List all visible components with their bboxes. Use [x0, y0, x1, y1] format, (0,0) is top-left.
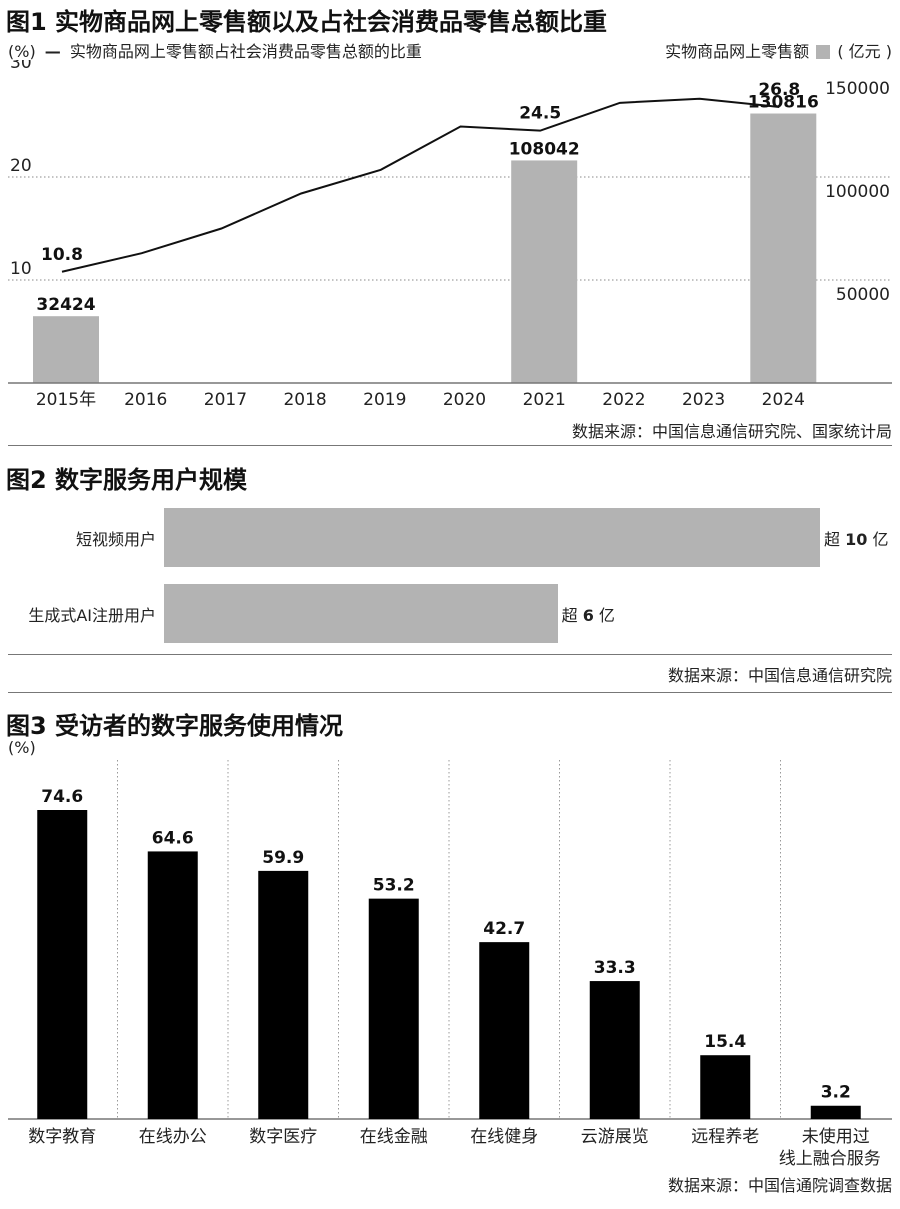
bar-value-label: 42.7	[483, 919, 525, 939]
x-tick-label: 2018	[283, 390, 326, 410]
bar-2	[258, 870, 309, 1119]
bar-5	[589, 981, 640, 1119]
chart3-title: 图3 受访者的数字服务使用情况	[6, 712, 344, 740]
chart1-bar-legend: 实物商品网上零售额 ( 亿元 )	[665, 38, 892, 62]
hbar-value-number: 10	[845, 530, 868, 549]
bar-value-label: 32424	[36, 295, 95, 315]
chart1-bars	[33, 113, 817, 383]
x-tick-label: 2022	[602, 390, 645, 410]
chart3-bars	[37, 810, 861, 1119]
bar-value-label: 130816	[748, 93, 819, 113]
x-tick-label: 2015年	[36, 390, 96, 410]
y-left-tick-label: 20	[10, 156, 32, 176]
x-tick-label: 2023	[682, 390, 725, 410]
hbar-0	[164, 508, 820, 567]
x-tick-label: 2020	[443, 390, 486, 410]
chart3-labels: 74.6 数字教育 64.6 在线办公 59.9 数字医疗 53.2 在线金融 42.7 在线健身…	[28, 787, 881, 1169]
chart3-grid	[8, 760, 892, 1120]
chart1-labels: 10 20 30 50000 100000 150000 32424 108042 130816…	[10, 60, 890, 315]
y-right-tick-label: 150000	[825, 79, 890, 99]
x-tick-label: 远程养老	[691, 1127, 759, 1147]
bar-value-label: 53.2	[373, 876, 415, 896]
chart3-svg: 74.6 数字教育 64.6 在线办公 59.9 数字医疗 53.2 在线金融 42.7 在线健身…	[8, 760, 892, 1169]
hbar-category-label: 短视频用户	[75, 530, 156, 549]
line-value-label: 26.8	[758, 80, 800, 100]
hbar-value-suffix: 亿	[593, 606, 615, 625]
x-tick-label: 在线办公	[139, 1127, 207, 1147]
hbar-value-number: 6	[582, 606, 594, 625]
bar-legend-swatch	[816, 45, 831, 59]
chart3-source: 数据来源：中国信通院调查数据	[667, 1176, 892, 1195]
chart3-unit: (%)	[8, 738, 36, 757]
hbar-value-prefix: 超	[824, 530, 846, 549]
x-tick-label: 2019	[363, 390, 406, 410]
bar-value-label: 64.6	[152, 828, 194, 848]
line-value-label: 10.8	[41, 245, 83, 265]
x-tick-label: 2024	[762, 390, 805, 410]
chart2-source: 数据来源：中国信息通信研究院	[667, 666, 892, 685]
y-left-tick-label: 10	[10, 259, 32, 279]
bar-3	[368, 898, 419, 1119]
bar-4	[479, 942, 530, 1119]
x-tick-label: 数字医疗	[249, 1127, 317, 1147]
right-unit-label: ( 亿元 )	[837, 42, 892, 61]
bar-2021	[511, 160, 578, 383]
bar-7	[810, 1105, 861, 1119]
bar-legend-label: 实物商品网上零售额	[665, 42, 810, 61]
chart1-left-unit: (%) — 实物商品网上零售额占社会消费品零售总额的比重	[8, 38, 422, 62]
line-legend-symbol: —	[44, 42, 61, 61]
chart1-grid	[8, 176, 892, 281]
hbar-category-label: 生成式AI注册用户	[28, 606, 156, 625]
left-unit-label: (%)	[8, 42, 36, 61]
bar-value-label: 59.9	[262, 848, 304, 868]
hbar-value-prefix: 超	[561, 606, 583, 625]
x-tick-label: 在线健身	[470, 1127, 538, 1147]
hbar-value-label: 超 6 亿	[562, 602, 615, 626]
x-tick-label: 在线金融	[360, 1127, 428, 1147]
separator-1	[8, 445, 892, 446]
x-tick-label: 线上融合服务	[779, 1149, 881, 1169]
hbar-value-suffix: 亿	[867, 530, 889, 549]
x-tick-label: 数字教育	[28, 1127, 96, 1147]
x-tick-label: 2017	[204, 390, 247, 410]
y-left-tick-label: 30	[10, 60, 32, 73]
bar-6	[700, 1055, 751, 1119]
x-tick-label: 未使用过	[802, 1126, 870, 1147]
chart2-title: 图2 数字服务用户规模	[6, 466, 248, 494]
bar-2024	[750, 113, 817, 383]
share-line	[61, 97, 780, 273]
separator-2	[8, 654, 892, 655]
y-right-tick-label: 50000	[836, 285, 890, 305]
x-tick-label: 2021	[523, 390, 566, 410]
line-value-label: 24.5	[519, 104, 561, 124]
bar-value-label: 15.4	[704, 1032, 746, 1052]
y-right-tick-label: 100000	[825, 182, 890, 202]
bar-1	[147, 851, 198, 1119]
hbar-value-label: 超 10 亿	[824, 526, 888, 550]
line-legend-label: 实物商品网上零售额占社会消费品零售总额的比重	[69, 42, 422, 61]
chart1-svg: 10 20 30 50000 100000 150000 32424 108042 130816…	[8, 60, 892, 410]
bar-2015年	[33, 316, 99, 383]
hbar-1	[164, 584, 558, 643]
x-tick-label: 2016	[124, 390, 167, 410]
bar-value-label: 33.3	[594, 958, 636, 978]
bar-value-label: 108042	[509, 139, 580, 159]
chart1-source: 数据来源：中国信息通信研究院、国家统计局	[571, 422, 892, 441]
bar-value-label: 3.2	[821, 1083, 851, 1103]
bar-value-label: 74.6	[41, 787, 83, 807]
chart1-line	[61, 97, 780, 273]
bar-0	[37, 810, 88, 1119]
chart1-axis: 2015年 2016 2017 2018 2019 2020 2021 2022 2023 202…	[8, 382, 892, 410]
x-tick-label: 云游展览	[581, 1127, 649, 1147]
chart1-title: 图1 实物商品网上零售额以及占社会消费品零售总额比重	[6, 8, 608, 36]
separator-3	[8, 692, 892, 693]
